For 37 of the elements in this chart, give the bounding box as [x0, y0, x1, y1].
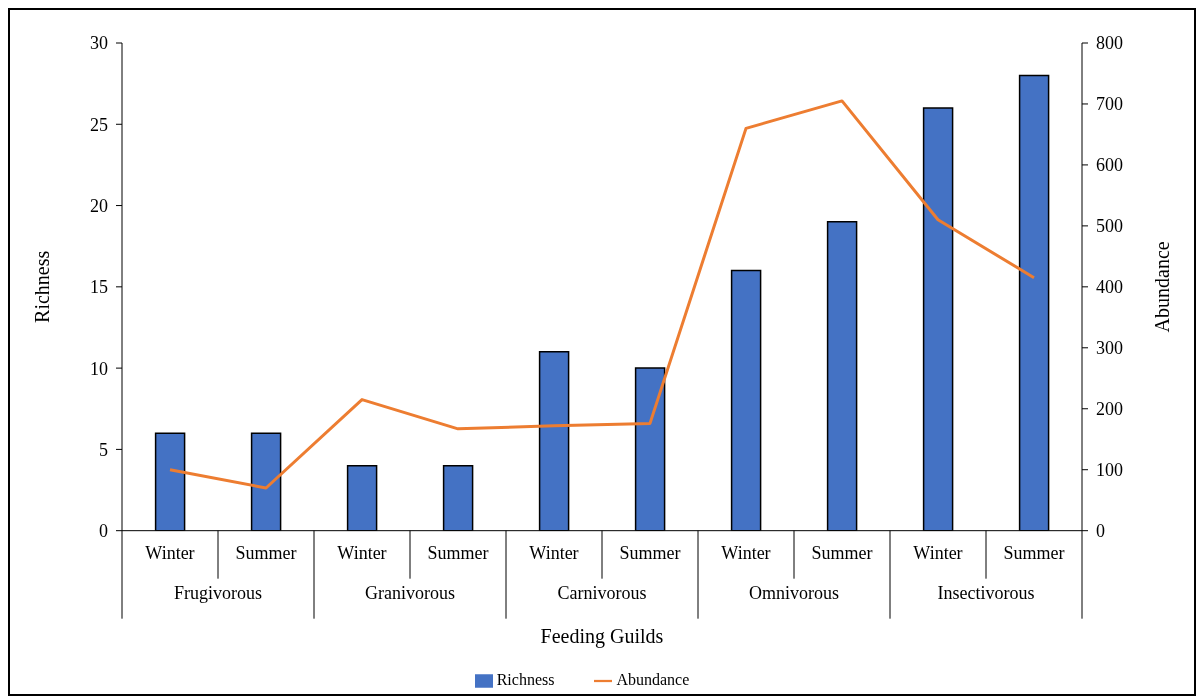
x-tick-label: Summer [427, 542, 489, 563]
y2-tick-label: 300 [1096, 338, 1123, 359]
y-tick-label: 0 [99, 521, 108, 542]
y-tick-label: 5 [99, 439, 108, 460]
legend-label: Richness [496, 670, 555, 688]
x-tick-label: Winter [721, 542, 771, 563]
y-tick-label: 10 [90, 358, 108, 379]
text: Granivorous [365, 582, 455, 603]
y2-tick-label: 0 [1096, 521, 1105, 542]
text: Frugivorous [173, 582, 263, 603]
x-axis-title: Feeding Guilds [540, 624, 664, 648]
x-tick-label: Summer [811, 542, 873, 563]
y2-axis-title: Abundance [1151, 241, 1174, 333]
line-series [168, 99, 1036, 490]
y2-tick-label: 700 [1096, 94, 1123, 115]
x-tick-label: Winter [337, 542, 387, 563]
y-tick-label: 25 [90, 114, 108, 135]
legend-label: Abundance [616, 670, 690, 688]
y2-tick-label: 800 [1096, 33, 1123, 54]
x-tick-label: Summer [235, 542, 297, 563]
x-tick-label: Winter [529, 542, 579, 563]
text: Carnivorous [557, 582, 647, 603]
y2-tick-label: 400 [1096, 277, 1123, 298]
x-tick-label: Summer [1003, 542, 1065, 563]
y2-tick-label: 500 [1096, 216, 1123, 237]
x-tick-label: Winter [145, 542, 195, 563]
y2-tick-label: 600 [1096, 155, 1123, 176]
y-tick-label: 20 [90, 195, 108, 216]
y-axis-title: Richness [31, 250, 54, 323]
text: Omnivorous [749, 582, 839, 603]
y2-tick-label: 100 [1096, 460, 1123, 481]
x-tick-label: Summer [619, 542, 681, 563]
text: Insectivorous [937, 582, 1035, 603]
y2-tick-label: 200 [1096, 399, 1123, 420]
y-tick-label: 15 [90, 277, 108, 298]
x-tick-label: Winter [913, 542, 963, 563]
y-tick-label: 30 [90, 33, 108, 54]
